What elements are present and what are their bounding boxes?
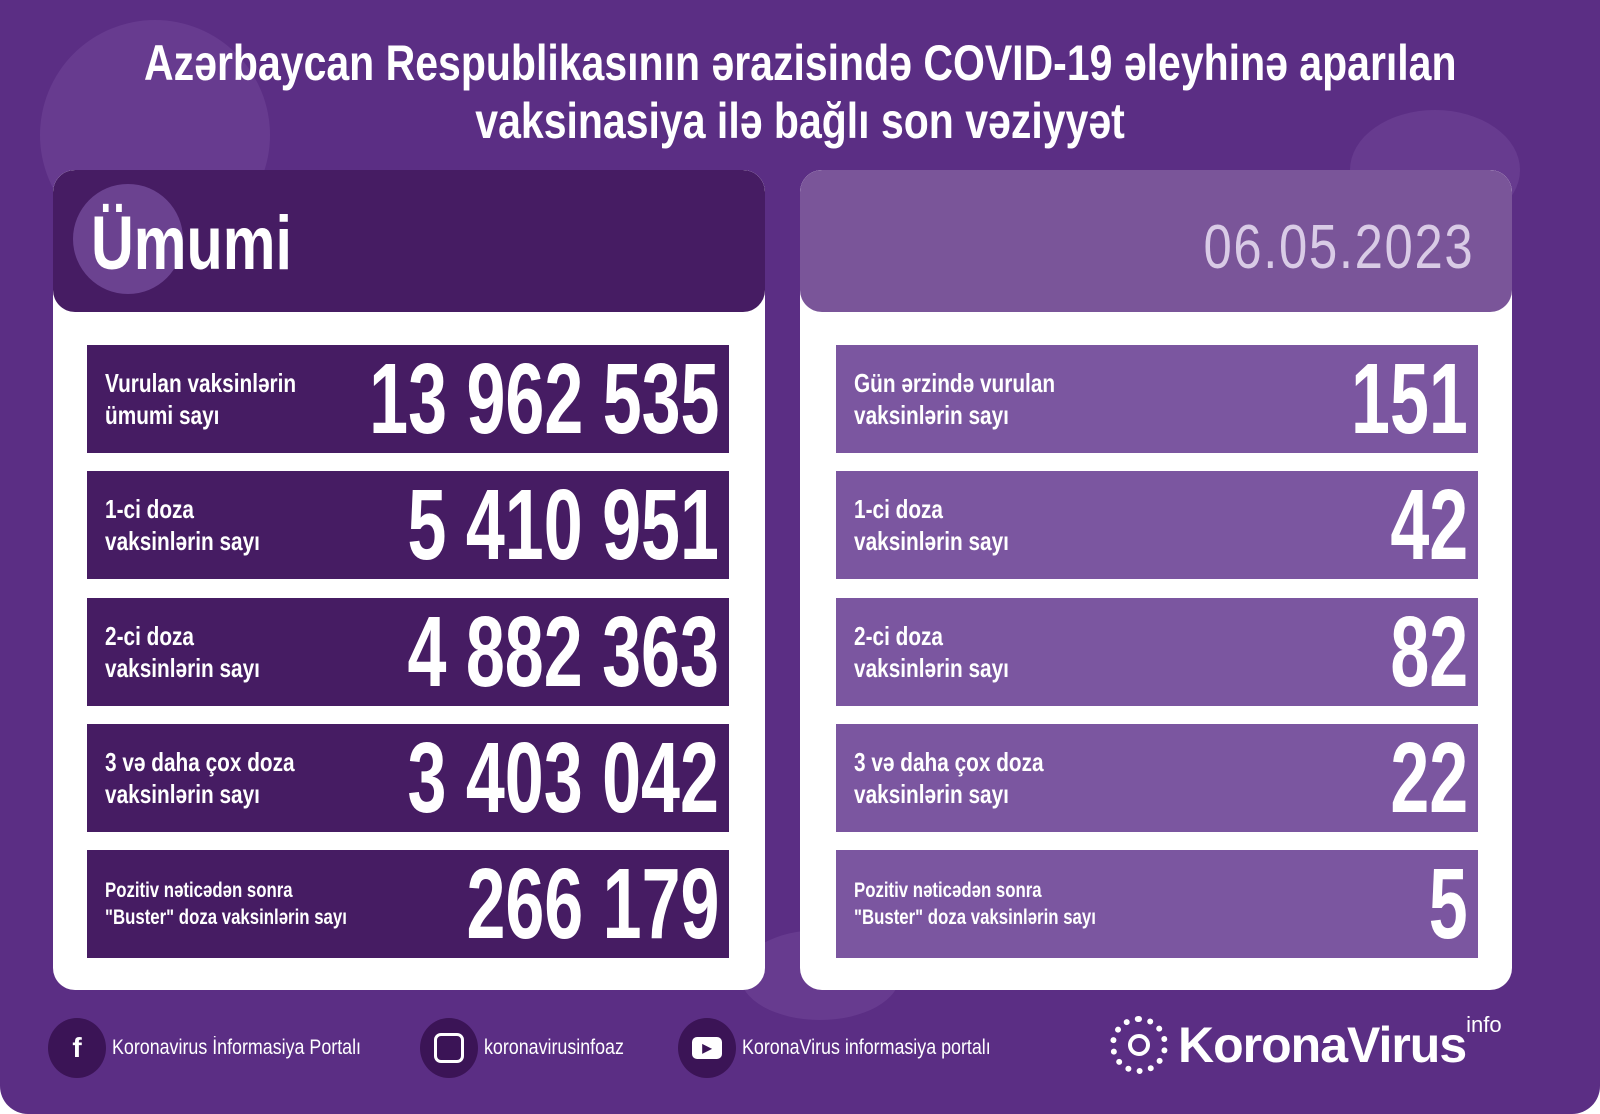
- stat-row: Pozitiv nəticədən sonra "Buster" doza vak…: [836, 850, 1478, 958]
- stat-row: 2-ci doza vaksinlərin sayı 82: [836, 598, 1478, 706]
- stat-row: Pozitiv nəticədən sonra "Buster" doza vak…: [87, 850, 729, 958]
- stat-label: 2-ci doza vaksinlərin sayı: [105, 621, 260, 683]
- stat-value: 13 962 535: [368, 343, 719, 455]
- stat-row: Vurulan vaksinlərin ümumi sayı 13 962 535: [87, 345, 729, 453]
- stat-value: 5 410 951: [407, 469, 719, 581]
- stat-value: 3 403 042: [407, 722, 719, 834]
- stat-row: 3 və daha çox doza vaksinlərin sayı 22: [836, 724, 1478, 832]
- daily-card-header: 06.05.2023: [800, 170, 1512, 312]
- stat-row: 3 və daha çox doza vaksinlərin sayı 3 403…: [87, 724, 729, 832]
- total-heading: Ümumi: [91, 201, 292, 286]
- facebook-icon: f: [48, 1018, 106, 1078]
- stat-label: Pozitiv nəticədən sonra "Buster" doza vak…: [854, 879, 1096, 929]
- koronavirus-logo: KoronaVirus info: [1110, 1010, 1502, 1080]
- stat-label: 3 və daha çox doza vaksinlərin sayı: [105, 747, 295, 809]
- stat-label: 1-ci doza vaksinlərin sayı: [854, 494, 1009, 556]
- virus-logo-icon: [1110, 1016, 1168, 1074]
- stat-value: 22: [1390, 722, 1468, 834]
- date-label: 06.05.2023: [1203, 213, 1474, 282]
- stat-label: 3 və daha çox doza vaksinlərin sayı: [854, 747, 1044, 809]
- stat-label: 2-ci doza vaksinlərin sayı: [854, 621, 1009, 683]
- stat-value: 82: [1390, 596, 1468, 708]
- stat-value: 151: [1351, 343, 1468, 455]
- stat-value: 42: [1390, 469, 1468, 581]
- instagram-link[interactable]: koronavirusinfoaz: [420, 1018, 649, 1078]
- total-card: Ümumi Vurulan vaksinlərin ümumi sayı 13 9…: [53, 170, 765, 990]
- stat-label: Gün ərzində vurulan vaksinlərin sayı: [854, 368, 1056, 430]
- stat-row: 1-ci doza vaksinlərin sayı 5 410 951: [87, 471, 729, 579]
- stat-value: 5: [1429, 848, 1468, 960]
- stat-row: Gün ərzində vurulan vaksinlərin sayı 151: [836, 345, 1478, 453]
- youtube-icon: ▶: [678, 1018, 736, 1078]
- stat-value: 266 179: [465, 848, 719, 960]
- instagram-icon: [420, 1018, 478, 1078]
- daily-card: 06.05.2023 Gün ərzində vurulan vaksinləri…: [800, 170, 1512, 990]
- total-card-header: Ümumi: [53, 170, 765, 312]
- stat-label: Pozitiv nəticədən sonra "Buster" doza vak…: [105, 879, 347, 929]
- virus-icon: [73, 184, 183, 294]
- stat-label: Vurulan vaksinlərin ümumi sayı: [105, 368, 297, 430]
- page-title: Azərbaycan Respublikasının ərazisində CO…: [144, 35, 1457, 149]
- stat-row: 1-ci doza vaksinlərin sayı 42: [836, 471, 1478, 579]
- footer: f Koronavirus İnformasiya Portalı korona…: [0, 1010, 1600, 1080]
- facebook-link[interactable]: f Koronavirus İnformasiya Portalı: [48, 1018, 405, 1078]
- stat-row: 2-ci doza vaksinlərin sayı 4 882 363: [87, 598, 729, 706]
- stat-value: 4 882 363: [407, 596, 719, 708]
- youtube-link[interactable]: ▶ KoronaVirus informasiya portalı: [678, 1018, 1035, 1078]
- stat-label: 1-ci doza vaksinlərin sayı: [105, 494, 260, 556]
